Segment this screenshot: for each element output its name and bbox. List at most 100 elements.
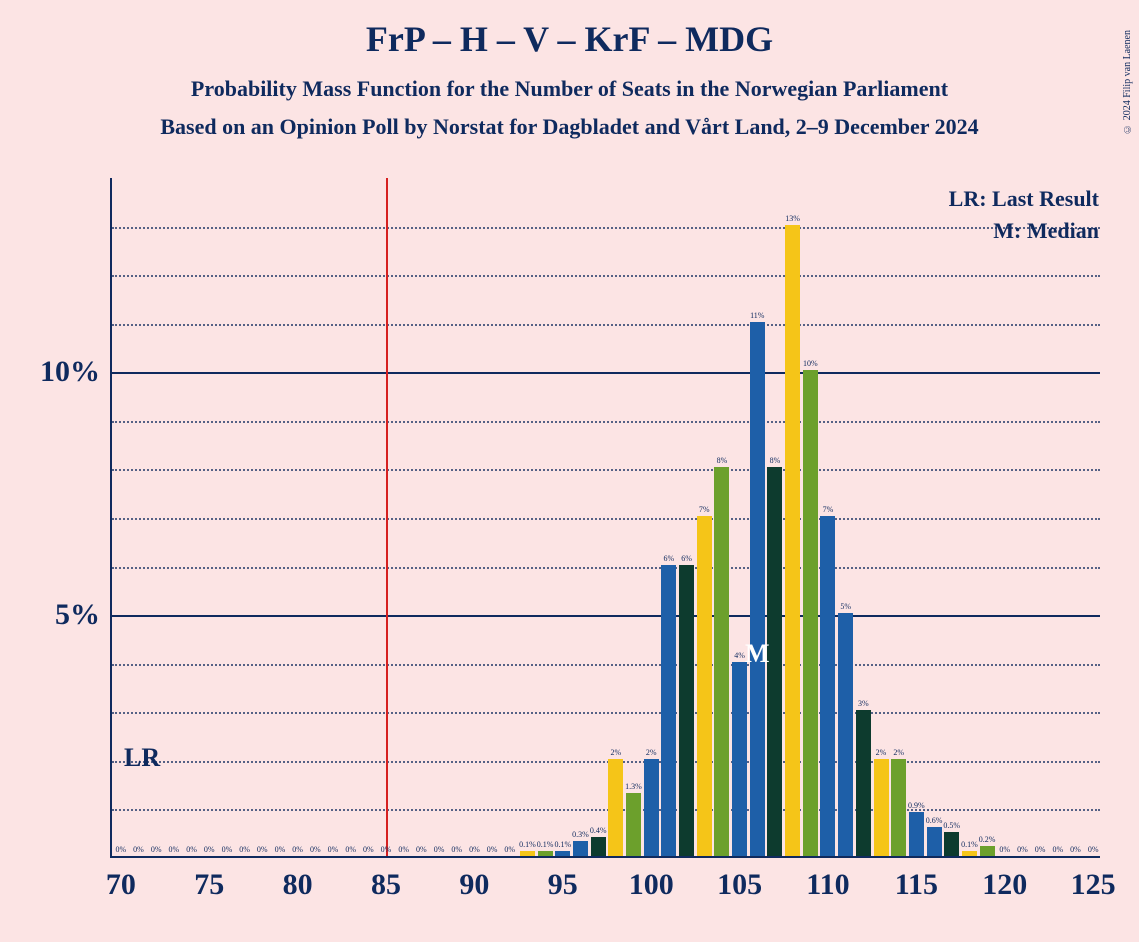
bar-value-label: 0% xyxy=(115,845,126,854)
bar xyxy=(626,793,641,856)
bar-value-label: 0% xyxy=(186,845,197,854)
bar xyxy=(538,851,553,856)
bar-value-label: 0% xyxy=(151,845,162,854)
bar-value-label: 6% xyxy=(664,554,675,563)
bar-value-label: 0% xyxy=(239,845,250,854)
bar-value-label: 0% xyxy=(398,845,409,854)
bar xyxy=(838,613,853,856)
bar xyxy=(856,710,871,856)
bar-value-label: 2% xyxy=(646,748,657,757)
y-axis-label: 10% xyxy=(40,355,100,389)
bar-value-label: 0% xyxy=(222,845,233,854)
bar-value-label: 0% xyxy=(292,845,303,854)
bar-value-label: 0% xyxy=(275,845,286,854)
bar-value-label: 1.3% xyxy=(625,782,642,791)
bar-value-label: 0% xyxy=(257,845,268,854)
bar xyxy=(909,812,924,856)
gridline-minor xyxy=(112,664,1100,666)
bar xyxy=(803,370,818,856)
bar-value-label: 13% xyxy=(785,214,800,223)
bar xyxy=(644,759,659,856)
bar-value-label: 0.9% xyxy=(908,801,925,810)
gridline-major xyxy=(112,372,1100,374)
bar xyxy=(767,467,782,856)
bar-value-label: 2% xyxy=(876,748,887,757)
bar-value-label: 0% xyxy=(204,845,215,854)
gridline-minor xyxy=(112,809,1100,811)
bar-value-label: 0% xyxy=(434,845,445,854)
gridline-minor xyxy=(112,469,1100,471)
x-axis-label: 120 xyxy=(982,868,1027,902)
bar-value-label: 8% xyxy=(770,456,781,465)
bar-value-label: 0.1% xyxy=(554,840,571,849)
bar xyxy=(891,759,906,856)
x-axis-label: 95 xyxy=(548,868,578,902)
bar-value-label: 0% xyxy=(345,845,356,854)
bar xyxy=(555,851,570,856)
bar xyxy=(714,467,729,856)
bar xyxy=(980,846,995,856)
gridline-major xyxy=(112,615,1100,617)
bar-value-label: 0.6% xyxy=(926,816,943,825)
copyright-label: © 2024 Filip van Laenen xyxy=(1122,30,1133,134)
bar xyxy=(927,827,942,856)
bar-value-label: 8% xyxy=(717,456,728,465)
bar xyxy=(573,841,588,856)
x-axis-label: 105 xyxy=(717,868,762,902)
bar xyxy=(962,851,977,856)
bar-value-label: 0% xyxy=(487,845,498,854)
bar-value-label: 0.1% xyxy=(961,840,978,849)
bar xyxy=(874,759,889,856)
chart-subtitle-1: Probability Mass Function for the Number… xyxy=(0,76,1139,102)
bar-value-label: 0.2% xyxy=(979,835,996,844)
x-axis-label: 75 xyxy=(194,868,224,902)
bar xyxy=(944,832,959,856)
x-axis-label: 125 xyxy=(1071,868,1116,902)
bar xyxy=(732,662,747,856)
bar-value-label: 5% xyxy=(840,602,851,611)
plot-region: 5%10%707580859095100105110115120125LR0%0… xyxy=(110,178,1100,858)
bar-value-label: 0.5% xyxy=(943,821,960,830)
bar-value-label: 0% xyxy=(133,845,144,854)
bar-value-label: 7% xyxy=(699,505,710,514)
bar-value-label: 0% xyxy=(1052,845,1063,854)
last-result-line xyxy=(386,178,388,856)
gridline-minor xyxy=(112,518,1100,520)
gridline-minor xyxy=(112,712,1100,714)
bar-value-label: 0% xyxy=(169,845,180,854)
bar-value-label: 0% xyxy=(416,845,427,854)
bar-value-label: 2% xyxy=(893,748,904,757)
x-axis-label: 90 xyxy=(459,868,489,902)
bar-value-label: 0% xyxy=(381,845,392,854)
x-axis-label: 100 xyxy=(629,868,674,902)
x-axis-label: 70 xyxy=(106,868,136,902)
bar xyxy=(591,837,606,856)
bar-value-label: 0.1% xyxy=(519,840,536,849)
median-marker-label: M xyxy=(745,639,770,669)
bar-value-label: 3% xyxy=(858,699,869,708)
bar-value-label: 0% xyxy=(310,845,321,854)
bar-value-label: 6% xyxy=(681,554,692,563)
chart-subtitle-2: Based on an Opinion Poll by Norstat for … xyxy=(0,114,1139,140)
bar-value-label: 0% xyxy=(451,845,462,854)
bar-value-label: 7% xyxy=(823,505,834,514)
bar xyxy=(785,225,800,856)
bar-value-label: 0% xyxy=(1017,845,1028,854)
chart-area: 5%10%707580859095100105110115120125LR0%0… xyxy=(110,178,1100,858)
bar-value-label: 0% xyxy=(1088,845,1099,854)
lr-marker-label: LR xyxy=(124,743,160,773)
bar-value-label: 0% xyxy=(1035,845,1046,854)
bar xyxy=(679,565,694,856)
bar xyxy=(697,516,712,856)
bar-value-label: 11% xyxy=(750,311,764,320)
bar-value-label: 10% xyxy=(803,359,818,368)
bar-value-label: 0% xyxy=(363,845,374,854)
x-axis-label: 80 xyxy=(283,868,313,902)
gridline-minor xyxy=(112,227,1100,229)
gridline-minor xyxy=(112,567,1100,569)
x-axis-label: 85 xyxy=(371,868,401,902)
bar xyxy=(820,516,835,856)
bar xyxy=(608,759,623,856)
gridline-minor xyxy=(112,761,1100,763)
x-axis-label: 110 xyxy=(806,868,849,902)
